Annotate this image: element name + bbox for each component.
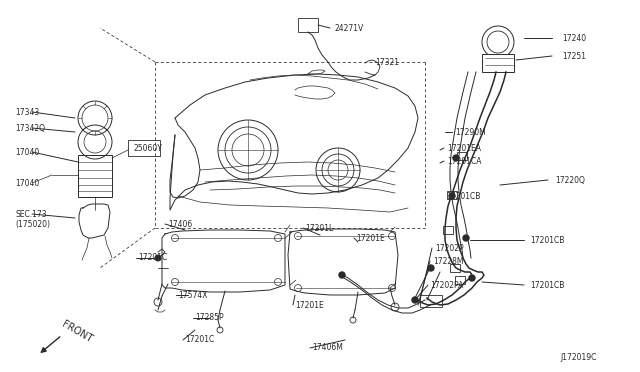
Bar — [450, 264, 460, 272]
Circle shape — [428, 265, 434, 271]
Bar — [298, 18, 318, 32]
Text: 17201E: 17201E — [356, 234, 385, 243]
Text: 17201CB: 17201CB — [530, 280, 564, 289]
Text: 17251: 17251 — [562, 51, 586, 61]
Bar — [455, 276, 465, 284]
Text: 17290M: 17290M — [455, 128, 486, 137]
Circle shape — [412, 297, 418, 303]
Bar — [78, 155, 112, 197]
Text: 17201C: 17201C — [185, 336, 214, 344]
Bar — [443, 226, 453, 234]
Text: 17201C: 17201C — [138, 253, 167, 263]
Circle shape — [155, 255, 161, 261]
Circle shape — [463, 235, 469, 241]
Text: 17343: 17343 — [15, 108, 39, 116]
Text: 17201E: 17201E — [295, 301, 324, 310]
Circle shape — [449, 193, 455, 199]
Text: 17228M: 17228M — [433, 257, 463, 266]
Text: (175020): (175020) — [15, 219, 50, 228]
Text: 17201CB: 17201CB — [530, 235, 564, 244]
Circle shape — [453, 155, 459, 161]
Text: 17201L: 17201L — [305, 224, 333, 232]
Text: 17202P: 17202P — [435, 244, 463, 253]
Text: 17040: 17040 — [15, 179, 39, 187]
Text: 25060Y: 25060Y — [133, 144, 162, 153]
Bar — [447, 191, 457, 199]
Circle shape — [469, 275, 475, 281]
Circle shape — [339, 272, 345, 278]
Text: J172019C: J172019C — [560, 353, 596, 362]
Text: 17240: 17240 — [562, 33, 586, 42]
Text: 17201CB: 17201CB — [446, 192, 481, 201]
Bar — [482, 54, 514, 72]
Text: SEC.173: SEC.173 — [15, 209, 47, 218]
Text: 17201EA: 17201EA — [447, 144, 481, 153]
Text: 17342Q: 17342Q — [15, 124, 45, 132]
Text: 17574X: 17574X — [178, 291, 207, 299]
Bar — [420, 295, 442, 307]
Text: 17406: 17406 — [168, 219, 192, 228]
Text: 17285P: 17285P — [195, 314, 223, 323]
Text: 17220Q: 17220Q — [555, 176, 585, 185]
Text: FRONT: FRONT — [60, 319, 94, 345]
Text: 24271V: 24271V — [335, 23, 364, 32]
Text: 17202PA: 17202PA — [430, 280, 463, 289]
Text: 17201CA: 17201CA — [447, 157, 481, 166]
Bar — [457, 152, 467, 160]
Text: 17321: 17321 — [375, 58, 399, 67]
Text: 17406M: 17406M — [312, 343, 343, 353]
Bar — [128, 140, 160, 156]
Text: 17040: 17040 — [15, 148, 39, 157]
